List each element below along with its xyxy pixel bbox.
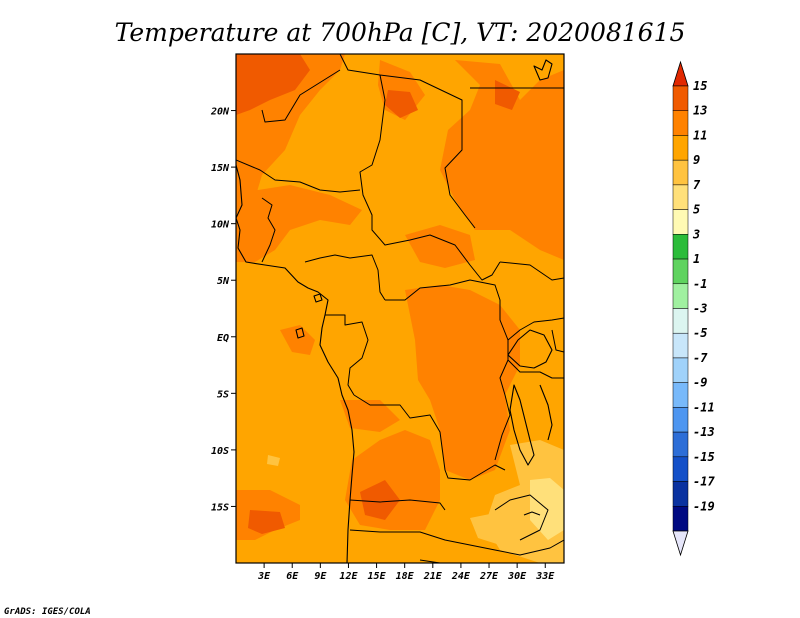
colorbar-swatch <box>672 456 689 482</box>
colorbar-top-arrow <box>672 60 689 87</box>
contour-band-13-15 <box>236 54 520 534</box>
country-borders <box>236 54 564 563</box>
temperature-map <box>236 54 564 563</box>
latitude-ticks: 20N 15N 10N 5N EQ 5S 10S 15S <box>210 107 236 513</box>
x-tick-label: 6E <box>286 571 299 582</box>
x-tick-label: 33E <box>535 571 555 582</box>
colorbar-label: -19 <box>693 499 715 513</box>
x-tick-label: 21E <box>423 571 443 582</box>
colorbar-label: 1 <box>693 252 700 266</box>
colorbar-legend: 15 13 11 9 7 5 3 1 -1 -3 -5 -7 -9 -11 -13 -15 -17 -19 <box>672 60 715 557</box>
x-tick-label: 24E <box>451 571 471 582</box>
x-tick-label: 18E <box>396 571 415 582</box>
longitude-ticks: 3E 6E 9E 12E 15E 18E 21E 24E 27E 30E 33E <box>257 563 555 582</box>
colorbar-swatch <box>672 481 689 507</box>
colorbar-label: 7 <box>693 178 701 192</box>
x-tick-label: 15E <box>368 571 387 582</box>
colorbar-label: 9 <box>693 153 700 167</box>
colorbar-swatch <box>672 110 689 136</box>
colorbar-swatch <box>672 209 689 235</box>
colorbar-swatch <box>672 506 689 532</box>
y-tick-label: 5N <box>217 276 230 287</box>
colorbar-bottom-arrow <box>672 530 689 557</box>
x-tick-label: 12E <box>339 571 358 582</box>
map-title: Temperature at 700hPa [C], VT: 202008161… <box>115 18 686 47</box>
colorbar-label: -1 <box>693 277 707 291</box>
colorbar-swatch <box>672 357 689 383</box>
colorbar-swatch <box>672 135 689 161</box>
colorbar-label: -13 <box>693 425 715 439</box>
colorbar-label: 15 <box>693 79 707 93</box>
x-tick-label: 27E <box>479 571 499 582</box>
colorbar-label: 5 <box>693 203 700 217</box>
map-frame <box>235 53 565 564</box>
colorbar-swatch <box>672 234 689 260</box>
y-tick-label: 5S <box>217 389 229 400</box>
colorbar-label: 13 <box>693 104 707 118</box>
x-tick-label: 30E <box>507 571 527 582</box>
colorbar-swatch <box>672 308 689 334</box>
colorbar-swatch <box>672 283 689 309</box>
colorbar-label: -9 <box>693 376 707 390</box>
y-tick-label: 15S <box>211 502 229 513</box>
colorbar-swatch <box>672 85 689 111</box>
colorbar-swatch <box>672 184 689 210</box>
x-tick-label: 9E <box>314 571 327 582</box>
colorbar-label: -5 <box>693 326 707 340</box>
y-tick-label: 15N <box>211 163 230 174</box>
colorbar-swatch <box>672 382 689 408</box>
colorbar-label: -15 <box>693 450 715 464</box>
colorbar-label: 11 <box>693 128 707 142</box>
colorbar-swatch <box>672 258 689 285</box>
y-tick-label: 10N <box>211 220 230 231</box>
colorbar-swatch <box>672 159 689 186</box>
colorbar-swatch <box>672 407 689 433</box>
colorbar-swatch <box>672 332 689 359</box>
y-tick-label: 10S <box>211 446 229 457</box>
coastlines <box>236 59 553 563</box>
colorbar-label: -11 <box>693 400 715 414</box>
colorbar-label: -17 <box>693 475 715 489</box>
y-tick-label: EQ <box>217 333 229 344</box>
colorbar-label: -3 <box>693 302 707 316</box>
colorbar-label: -7 <box>693 351 708 365</box>
colorbar-label: 3 <box>692 227 700 241</box>
y-tick-label: 20N <box>210 107 230 118</box>
x-tick-label: 3E <box>257 571 271 582</box>
colorbar-swatch <box>672 431 689 458</box>
grads-credit: GrADS: IGES/COLA <box>4 607 91 617</box>
